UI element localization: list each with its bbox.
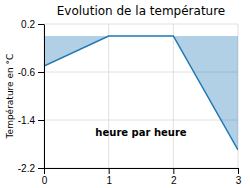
grid (44, 24, 238, 168)
x-axis: 0 1 2 3 (42, 168, 242, 186)
tick-mark (38, 120, 44, 121)
tick-label: 2 (171, 175, 177, 186)
tick-label: -1.4 (18, 115, 36, 126)
tick: 0 (42, 168, 48, 186)
tick-mark (44, 168, 45, 174)
tick-mark (38, 24, 44, 25)
tick: 1 (106, 168, 112, 186)
axis-line (44, 25, 45, 169)
tick-mark (38, 72, 44, 73)
title: Evolution de la température (57, 4, 226, 18)
tick-label: 3 (236, 175, 242, 186)
area (44, 36, 238, 150)
tick: 3 (236, 168, 242, 186)
tick-mark (109, 168, 110, 174)
tick-label: 0.2 (21, 19, 35, 30)
grid-line (44, 24, 45, 168)
annotation: heure par heure (95, 127, 186, 138)
tick-label: -2.2 (18, 163, 36, 174)
y-axis-label: Température en °C (5, 54, 15, 140)
tick-label: -0.6 (18, 67, 36, 78)
tick-label: 1 (106, 175, 112, 186)
tick-label: 0 (42, 175, 48, 186)
grid-line (173, 24, 174, 168)
tick-mark (173, 168, 174, 174)
tick: -0.6 (18, 67, 44, 78)
line (44, 36, 238, 150)
tick-mark (238, 168, 239, 174)
grid-line (108, 24, 109, 168)
tick: 0.2 (21, 19, 44, 30)
marks (44, 36, 238, 150)
tick: -2.2 (18, 163, 44, 174)
axis-line (45, 168, 239, 169)
grid-line (44, 24, 238, 25)
tick-mark (38, 168, 44, 169)
plot: 0 1 2 3 0.2 -0.6 -1.4 -2.2 (18, 19, 242, 186)
chart: 0 1 2 3 0.2 -0.6 -1.4 -2.2 Evolution de la tempé… (0, 0, 250, 188)
tick: -1.4 (18, 115, 44, 126)
tick: 2 (171, 168, 177, 186)
grid-line (44, 120, 238, 121)
grid-line (44, 168, 238, 169)
y-axis: 0.2 -0.6 -1.4 -2.2 (18, 19, 45, 174)
